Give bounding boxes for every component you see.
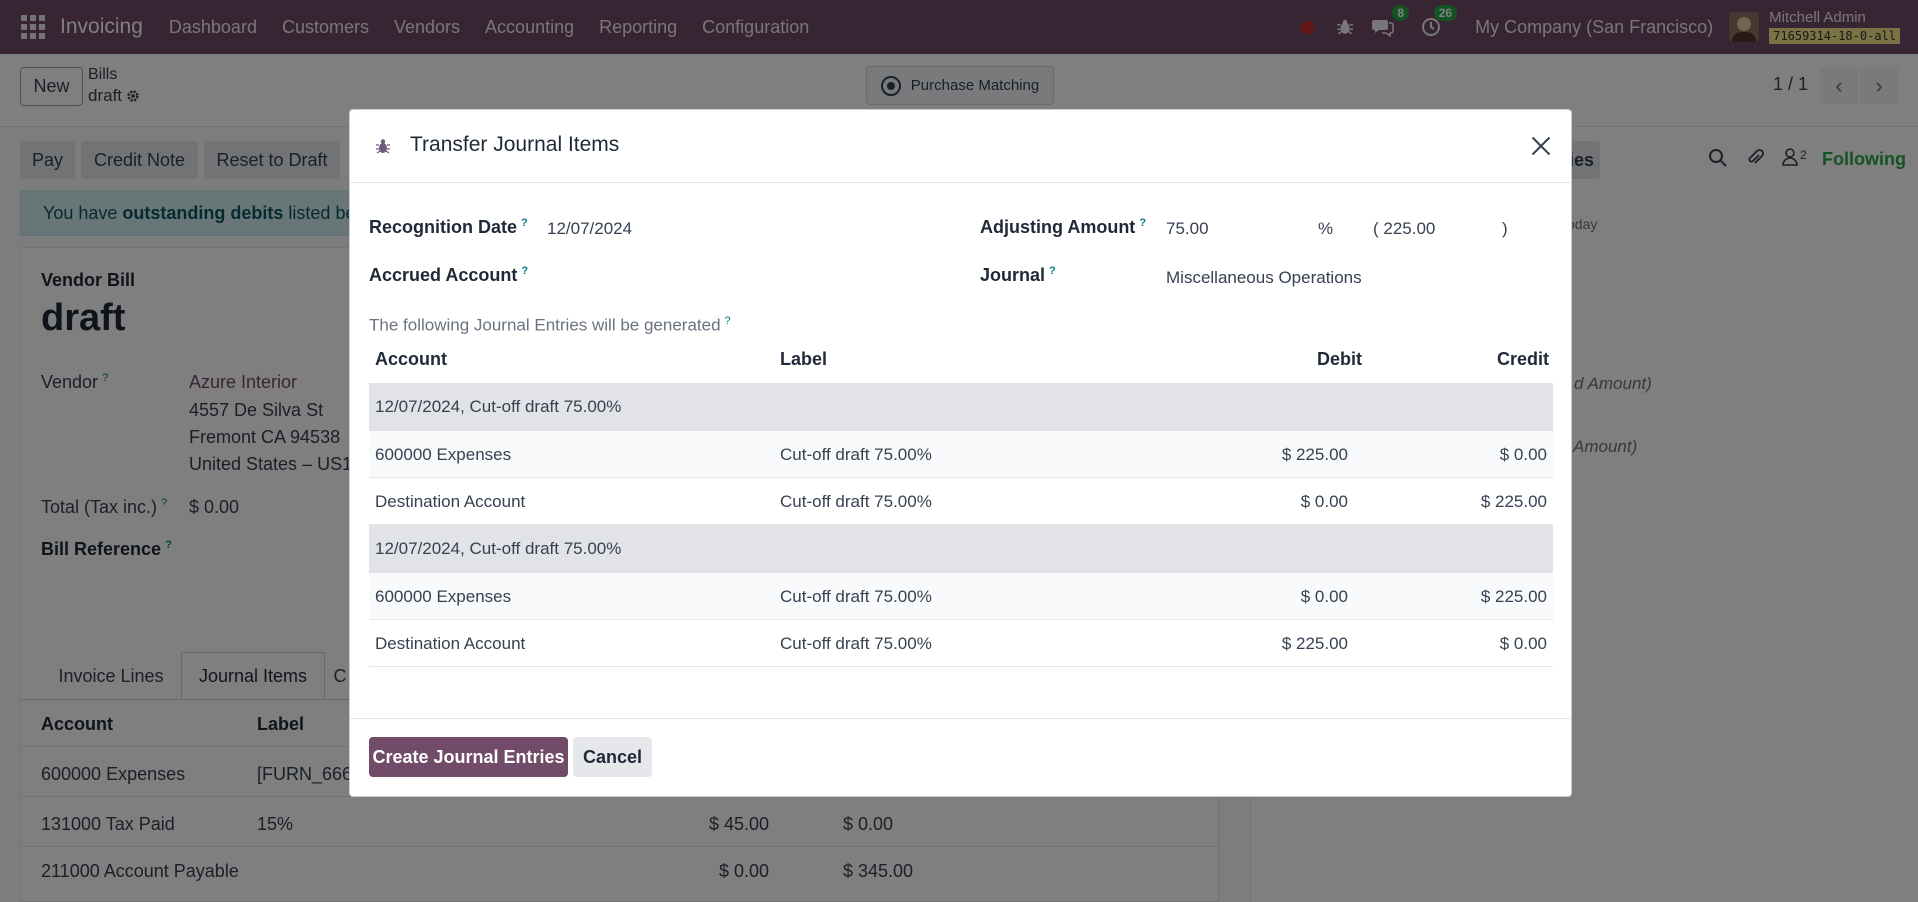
preview-line-row: 600000 Expenses Cut-off draft 75.00% $ 0…	[369, 573, 1553, 620]
accrued-account-label: Accrued Account?	[369, 265, 529, 285]
preview-group-row: 12/07/2024, Cut-off draft 75.00%	[369, 383, 1553, 431]
preview-caption: The following Journal Entries will be ge…	[369, 315, 731, 335]
preview-header-credit: Credit	[1497, 349, 1550, 369]
transfer-journal-items-dialog: Transfer Journal Items Recognition Date?…	[349, 109, 1572, 797]
preview-line-debit: $ 225.00	[1281, 445, 1348, 464]
preview-group-row: 12/07/2024, Cut-off draft 75.00%	[369, 525, 1553, 573]
preview-group-title: 12/07/2024, Cut-off draft 75.00%	[375, 397, 622, 416]
journal-select[interactable]: Miscellaneous Operations	[1166, 268, 1362, 287]
preview-line-account: 600000 Expenses	[375, 587, 512, 606]
accrued-account-input[interactable]	[547, 262, 917, 290]
preview-header-debit: Debit	[1317, 349, 1362, 369]
preview-line-label: Cut-off draft 75.00%	[780, 445, 932, 464]
create-journal-entries-button[interactable]: Create Journal Entries	[369, 737, 568, 777]
preview-header-account: Account	[375, 349, 447, 369]
preview-line-debit: $ 0.00	[1300, 587, 1348, 606]
debug-bug-icon	[376, 139, 390, 154]
preview-line-row: Destination Account Cut-off draft 75.00%…	[369, 478, 1553, 525]
recognition-date-label: Recognition Date?	[369, 217, 528, 237]
preview-line-debit: $ 0.00	[1300, 492, 1348, 511]
preview-line-credit: $ 225.00	[1480, 492, 1547, 511]
preview-line-credit: $ 225.00	[1480, 587, 1547, 606]
modal-footer-divider	[350, 718, 1571, 719]
preview-line-label: Cut-off draft 75.00%	[780, 634, 932, 653]
preview-line-credit: $ 0.00	[1499, 634, 1547, 653]
adjusting-amount-input[interactable]: ( 225.00	[1373, 219, 1436, 238]
preview-line-account: Destination Account	[375, 634, 526, 653]
preview-line-credit: $ 0.00	[1499, 445, 1547, 464]
preview-line-row: 600000 Expenses Cut-off draft 75.00% $ 2…	[369, 431, 1553, 478]
preview-line-row: Destination Account Cut-off draft 75.00%…	[369, 620, 1553, 667]
adjusting-amount-label: Adjusting Amount?	[980, 217, 1147, 237]
adjusting-amount-close: )	[1502, 219, 1508, 238]
preview-line-account: 600000 Expenses	[375, 445, 512, 464]
preview-header-label: Label	[780, 349, 828, 369]
preview-line-label: Cut-off draft 75.00%	[780, 492, 932, 511]
recognition-date-input[interactable]: 12/07/2024	[547, 219, 633, 238]
cancel-button[interactable]: Cancel	[573, 737, 652, 777]
percent-sign: %	[1318, 219, 1334, 238]
adjusting-percent-input[interactable]: 75.00	[1166, 219, 1209, 238]
preview-line-account: Destination Account	[375, 492, 526, 511]
journal-label: Journal?	[980, 265, 1056, 285]
modal-header: Transfer Journal Items	[350, 110, 1571, 183]
close-icon[interactable]	[1527, 132, 1555, 160]
preview-group-title: 12/07/2024, Cut-off draft 75.00%	[375, 539, 622, 558]
modal-title: Transfer Journal Items	[410, 133, 620, 156]
preview-line-debit: $ 225.00	[1281, 634, 1348, 653]
preview-line-label: Cut-off draft 75.00%	[780, 587, 932, 606]
